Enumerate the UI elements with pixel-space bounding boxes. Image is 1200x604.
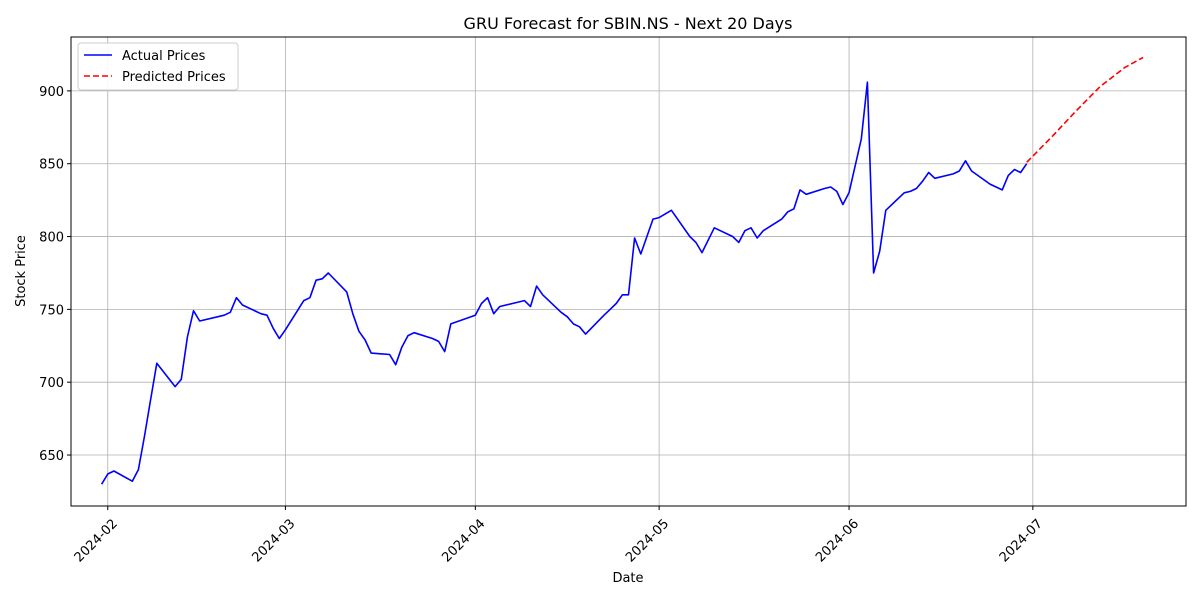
chart-title: GRU Forecast for SBIN.NS - Next 20 Days: [464, 14, 793, 33]
y-tick-label: 800: [39, 231, 64, 246]
y-axis-label: Stock Price: [14, 235, 29, 307]
series-lines: [100, 56, 1144, 485]
series-line-predicted: [1026, 56, 1144, 163]
y-tick-label: 750: [39, 303, 64, 318]
plot-area-frame: [70, 36, 1187, 507]
legend: Actual Prices Predicted Prices: [77, 42, 239, 91]
legend-label-predicted: Predicted Prices: [122, 70, 226, 85]
y-tick-label: 700: [39, 376, 64, 391]
grid-lines: [71, 37, 1186, 506]
y-tick-label: 850: [39, 158, 64, 173]
series-line-actual: [100, 81, 1028, 485]
y-tick-label: 900: [39, 85, 64, 100]
y-tick-label: 650: [39, 449, 64, 464]
legend-label-actual: Actual Prices: [122, 49, 206, 64]
x-axis-label: Date: [612, 571, 643, 586]
legend-box: [77, 42, 239, 91]
